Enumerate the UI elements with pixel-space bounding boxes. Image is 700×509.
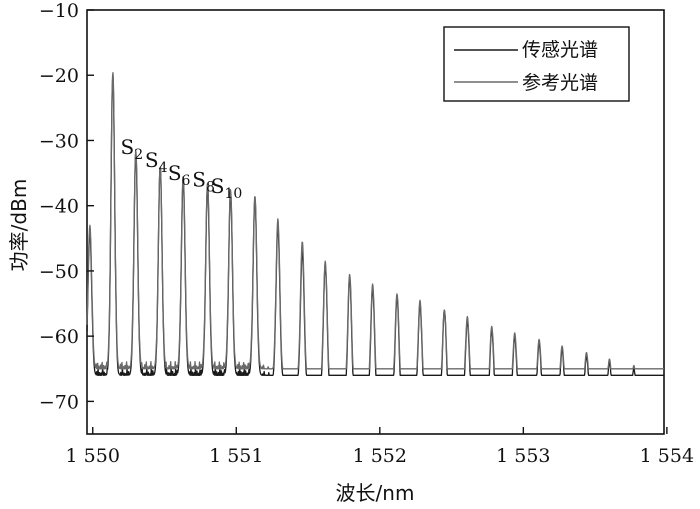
y-tick-label: −10 [39,0,79,22]
x-axis-title: 波长/nm [336,481,415,505]
series-line-1 [86,75,665,376]
plot-frame [86,9,665,435]
x-tick-label: 1 552 [353,445,407,467]
peak-annotation: S4 [145,148,168,176]
x-tick-label: 1 553 [496,445,550,467]
legend-label-series-1: 传感光谱 [522,39,598,61]
x-tick-label: 1 554 [640,445,694,467]
legend: 传感光谱 参考光谱 [443,26,630,102]
y-tick-label: −70 [39,391,79,413]
y-tick-label: −40 [39,196,79,218]
y-tick-label: −60 [39,326,79,348]
peak-annotation: S2 [120,135,143,163]
y-tick-label: −30 [39,130,79,152]
series-line-2 [86,72,665,370]
x-tick-label: 1 551 [209,445,263,467]
legend-label-series-2: 参考光谱 [522,72,598,94]
y-tick-label: −50 [39,261,79,283]
y-axis-title: 功率/dBm [7,179,31,272]
peak-annotation: S10 [211,174,243,202]
series-layer [86,72,665,376]
peak-annotation: S6 [168,161,191,189]
y-tick-label: −20 [39,65,79,87]
tick-layer: 1 550 1 551 1 552 1 553 1 554 −10 −20 −30 −40 −50… [39,0,694,467]
x-tick-label: 1 550 [66,445,120,467]
legend-box [443,26,630,102]
peak-annotation: S8 [192,168,215,196]
